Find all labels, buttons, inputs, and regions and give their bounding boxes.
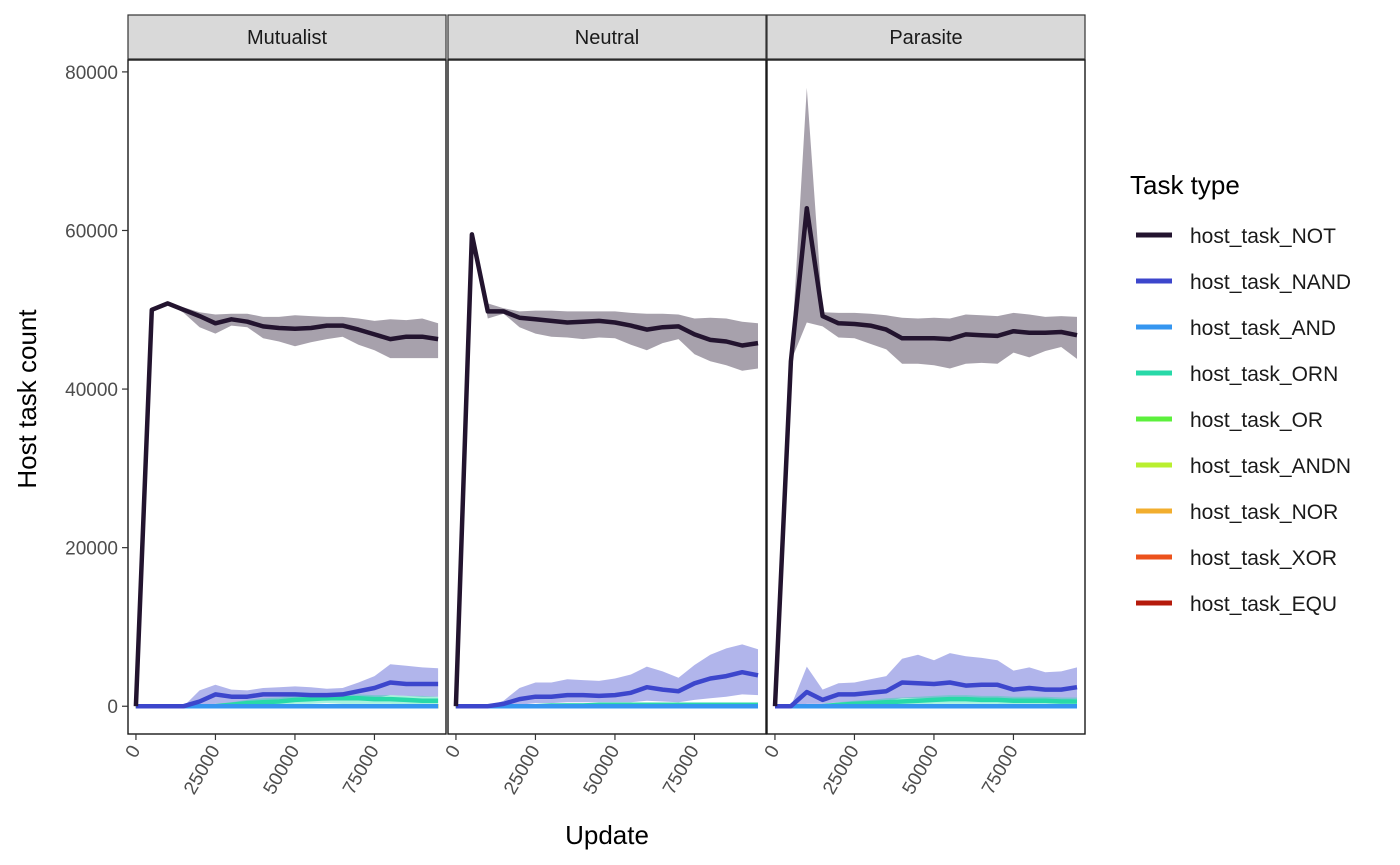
panel-background <box>448 60 766 734</box>
line-host-task-not <box>772 206 1078 707</box>
x-tick-label: 0 <box>442 742 465 762</box>
line-host-task-nand <box>455 669 759 709</box>
legend-item-host-task-nor: host_task_NOR <box>1136 501 1338 524</box>
legend-label: host_task_XOR <box>1190 547 1337 570</box>
legend-label: host_task_NOT <box>1190 225 1336 248</box>
panel-border <box>127 59 447 735</box>
y-tick-label: 20000 <box>65 539 118 560</box>
x-tick-label: 0 <box>761 742 784 762</box>
line-host-task-nand <box>775 680 1078 709</box>
y-tick-label: 60000 <box>65 221 118 242</box>
legend-items: host_task_NOT host_task_NAND host_task_AND… <box>1136 225 1351 616</box>
strip-mutualist <box>127 14 447 60</box>
legend-item-host-task-or: host_task_OR <box>1136 409 1323 432</box>
x-tick-label: 75000 <box>978 742 1023 798</box>
line-host-task-nand <box>135 680 439 709</box>
y-tick-label: 40000 <box>65 380 118 401</box>
panel-border <box>766 59 1086 735</box>
legend-item-host-task-and: host_task_AND <box>1136 317 1336 340</box>
legend-item-host-task-andn: host_task_ANDN <box>1136 455 1351 478</box>
legend-label: host_task_OR <box>1190 409 1323 432</box>
ribbon-host-task-not <box>455 234 758 707</box>
plot-area <box>453 232 759 709</box>
x-tick-label: 25000 <box>819 742 864 798</box>
legend-item-host-task-xor: host_task_XOR <box>1136 547 1337 570</box>
panel-border <box>447 59 767 735</box>
panel-neutral: Neutral <box>447 14 767 735</box>
strip-neutral <box>447 14 767 60</box>
plot-area <box>133 301 439 709</box>
x-tick-label: 25000 <box>180 742 225 798</box>
legend: Task type host_task_NOThost_task_NANDhos… <box>1130 170 1351 616</box>
line-host-task-not <box>133 301 439 707</box>
strip-parasite <box>766 14 1086 60</box>
legend-label: host_task_EQU <box>1190 593 1337 616</box>
y-tick-label: 80000 <box>65 63 118 84</box>
panel-background <box>767 60 1085 734</box>
plot-area <box>772 87 1078 709</box>
legend-title: Task type <box>1130 170 1240 200</box>
x-tick-label: 75000 <box>659 742 704 798</box>
legend-label: host_task_AND <box>1190 317 1336 340</box>
panel-parasite: Parasite <box>766 14 1086 735</box>
panels: Mutualist Neutral Parasite <box>127 14 1086 735</box>
strip-label: Parasite <box>889 27 962 49</box>
strip-label: Neutral <box>575 27 639 49</box>
legend-item-host-task-orn: host_task_ORN <box>1136 363 1338 386</box>
x-axis-title: Update <box>565 820 649 850</box>
legend-label: host_task_ANDN <box>1190 455 1351 478</box>
x-tick-label: 25000 <box>500 742 545 798</box>
ribbon-host-task-not <box>775 87 1077 707</box>
ribbon-host-task-not <box>135 303 439 707</box>
legend-label: host_task_NOR <box>1190 501 1338 524</box>
line-host-task-not <box>453 232 759 707</box>
x-tick-label: 0 <box>122 742 145 762</box>
y-axis-title: Host task count <box>12 309 42 489</box>
legend-label: host_task_NAND <box>1190 271 1351 294</box>
x-tick-label: 50000 <box>260 742 305 798</box>
y-tick-label: 0 <box>107 697 118 718</box>
panel-background <box>128 60 446 734</box>
legend-item-host-task-nand: host_task_NAND <box>1136 271 1351 294</box>
x-tick-label: 75000 <box>339 742 384 798</box>
x-tick-label: 50000 <box>580 742 625 798</box>
legend-item-host-task-equ: host_task_EQU <box>1136 593 1337 616</box>
legend-label: host_task_ORN <box>1190 363 1338 386</box>
x-tick-label: 50000 <box>899 742 944 798</box>
panel-mutualist: Mutualist <box>127 14 447 735</box>
legend-item-host-task-not: host_task_NOT <box>1136 225 1336 248</box>
strip-label: Mutualist <box>247 27 327 49</box>
